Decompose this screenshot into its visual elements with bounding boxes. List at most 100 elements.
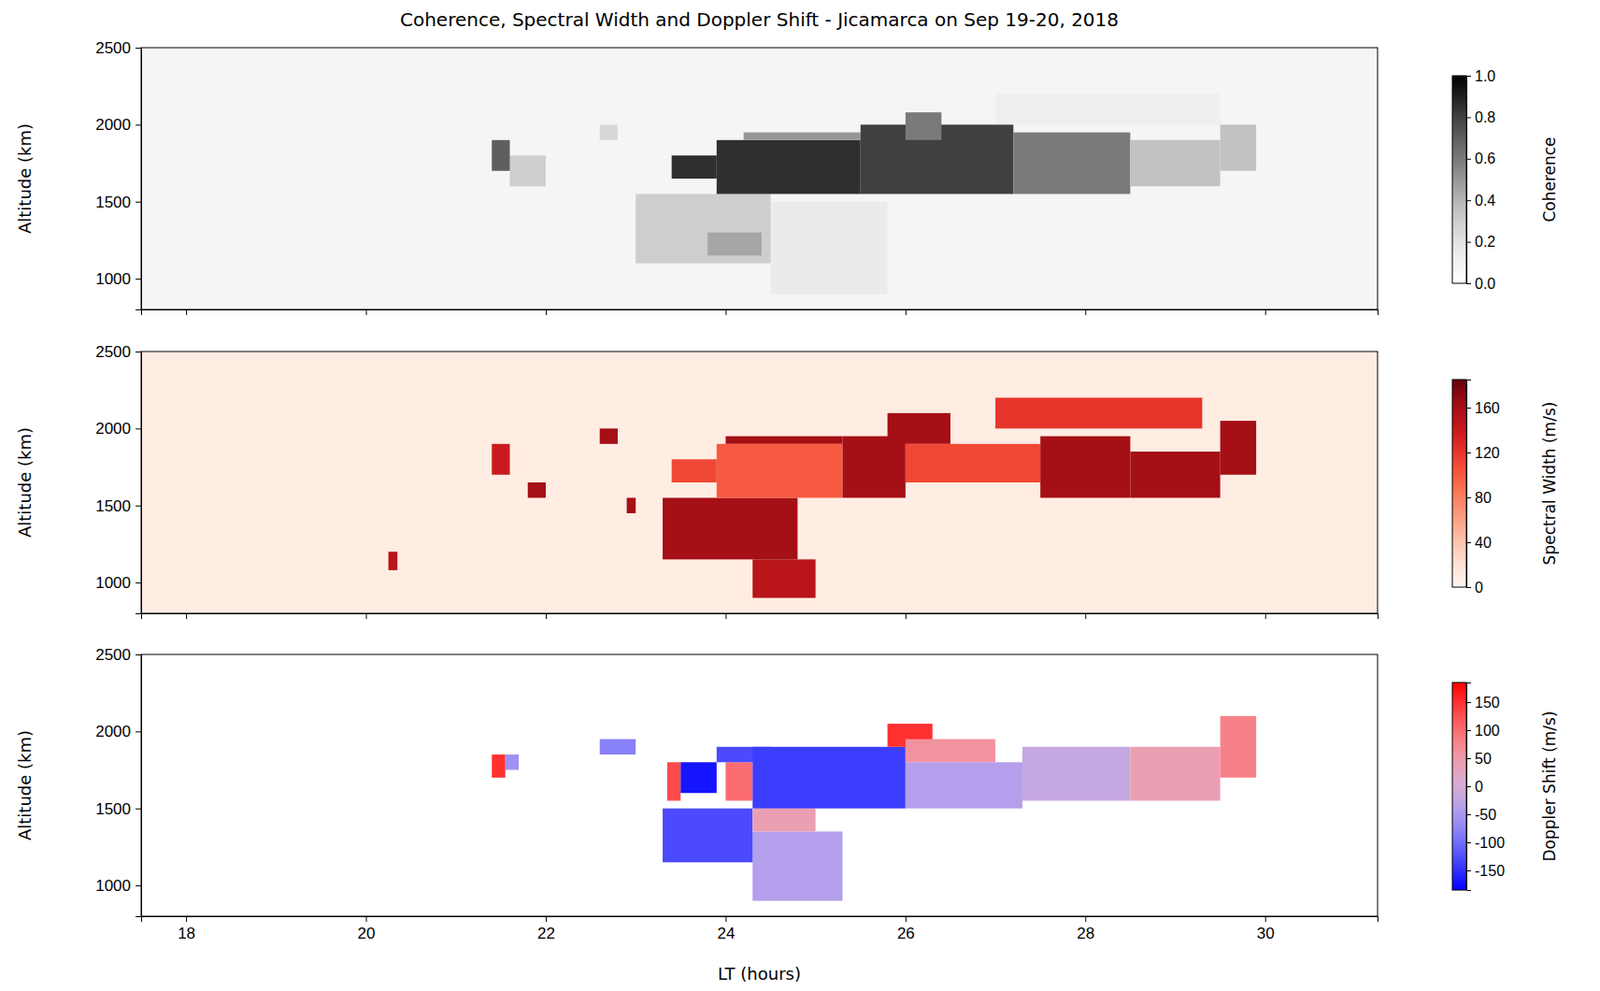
colorbar-tick-label: 100 [1474, 722, 1500, 739]
x-tick: 30 [1257, 915, 1275, 943]
x-tick [1085, 613, 1086, 619]
heat-cell [1022, 746, 1130, 801]
colorbar: 04080120160Spectral Width (m/s) [1452, 379, 1559, 596]
colorbar-tick-label: 160 [1474, 400, 1500, 416]
colorbar-tick: 40 [1466, 534, 1492, 551]
colorbar-title: Spectral Width (m/s) [1540, 401, 1559, 566]
heat-cell [1040, 436, 1130, 499]
colorbar-tick-label: 0.8 [1474, 109, 1496, 126]
cells [491, 715, 1257, 901]
x-tick-mark [366, 309, 368, 315]
colorbar-tick-label: 1.0 [1474, 68, 1496, 85]
x-tick-mark [545, 613, 547, 619]
y-tick: 2000 [95, 722, 142, 741]
heat-cell [662, 497, 798, 559]
heat-cell [842, 436, 906, 499]
heat-cell [1220, 715, 1257, 778]
y-tick: 2500 [95, 645, 142, 664]
heat-cell [600, 739, 636, 755]
x-tick [725, 613, 727, 619]
colorbar-tick-label: 0 [1474, 579, 1484, 596]
y-tick-mark [135, 124, 142, 126]
x-tick: 26 [897, 915, 915, 943]
colorbar-tick-mark [1466, 842, 1472, 843]
colorbar-tick: 0.0 [1466, 275, 1496, 292]
y-tick-label: 2500 [95, 645, 131, 664]
y-axis-title: Altitude (km) [14, 123, 35, 234]
x-axis [142, 613, 1379, 619]
heat-cell [141, 351, 1378, 614]
x-tick: 24 [716, 915, 735, 943]
colorbar-tick: 100 [1466, 722, 1500, 739]
x-tick-label: 22 [537, 924, 556, 943]
plot-frame [141, 351, 1378, 614]
colorbar-axis-line [1467, 380, 1472, 588]
y-axis: 1000150020002500 [95, 39, 142, 311]
heat-cell [707, 232, 762, 257]
x-tick-label: 26 [897, 924, 915, 943]
x-tick: 28 [1076, 915, 1095, 943]
y-tick-label: 1000 [95, 876, 131, 895]
colorbar-tick-mark [1466, 542, 1472, 543]
x-tick-label: 24 [716, 924, 735, 943]
x-tick [366, 309, 368, 315]
x-tick [905, 309, 907, 315]
cells [141, 351, 1378, 614]
x-tick-mark [1265, 613, 1267, 619]
heat-cell [662, 808, 753, 863]
x-tick: 22 [537, 915, 556, 943]
colorbar-gradient [1452, 75, 1467, 284]
x-tick [905, 613, 907, 619]
colorbar: 0.00.20.40.60.81.0Coherence [1452, 68, 1559, 292]
y-tick-label: 1000 [95, 573, 131, 592]
heat-cell [905, 112, 942, 141]
plot-frame [141, 654, 1378, 916]
colorbar-tick: 80 [1466, 489, 1492, 506]
colorbar-axis: 0.00.20.40.60.81.0 [1466, 68, 1496, 292]
heat-cell [491, 754, 505, 778]
y-tick-label: 2500 [95, 342, 131, 361]
title: Coherence, Spectral Width and Doppler Sh… [400, 8, 1119, 31]
colorbar-tick: 0.6 [1466, 150, 1496, 167]
heat-cell [1129, 140, 1220, 186]
colorbar-tick-mark [1466, 158, 1472, 160]
y-axis: 1000150020002500 [95, 342, 142, 615]
y-tick: 1500 [95, 497, 142, 515]
heat-cell [1129, 451, 1220, 498]
heat-cell [887, 413, 951, 444]
heat-cell [141, 47, 1378, 310]
colorbar-tick: 50 [1466, 750, 1492, 767]
heat-cell [1220, 124, 1257, 171]
heat-cell [635, 193, 771, 263]
y-tick-mark [135, 654, 142, 656]
x-tick-mark [366, 915, 368, 922]
x-tick [725, 309, 727, 315]
colorbar-tick: 0 [1466, 778, 1484, 795]
x-tick [366, 613, 368, 619]
y-tick-mark [135, 351, 142, 353]
heat-cell [752, 808, 815, 832]
heat-cell [716, 140, 861, 195]
x-tick-mark [1265, 915, 1267, 922]
y-tick-mark [135, 278, 142, 280]
heat-cell [671, 458, 717, 483]
x-tick [1085, 309, 1086, 315]
y-tick-label: 1500 [95, 800, 131, 818]
x-tick-mark [185, 915, 187, 922]
y-tick: 1000 [95, 573, 142, 592]
panel: 182022242628301000150020002500Altitude (… [14, 645, 1379, 984]
y-axis-title: Altitude (km) [14, 729, 35, 841]
colorbar-axis: 150100500-50-100-150 [1466, 683, 1505, 891]
x-tick [1265, 613, 1267, 619]
colorbar-tick-mark [1466, 75, 1472, 77]
y-axis-line [135, 352, 143, 615]
colorbar-tick-mark [1466, 757, 1472, 759]
y-tick-label: 1500 [95, 497, 131, 515]
colorbar-tick: 0 [1466, 579, 1484, 596]
colorbar-axis-line [1467, 76, 1472, 285]
x-tick-label: 28 [1076, 924, 1095, 943]
y-tick: 2000 [95, 115, 142, 134]
colorbar-tick: 0.8 [1466, 109, 1496, 126]
heat-cell [528, 482, 546, 498]
colorbar-tick-mark [1466, 785, 1472, 787]
